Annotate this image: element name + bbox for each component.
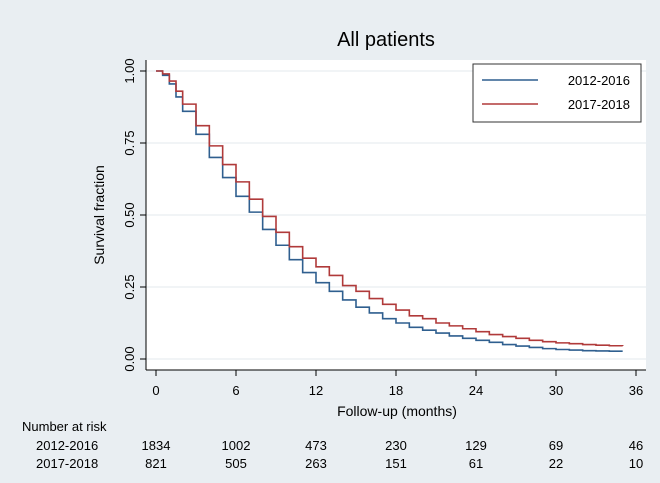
y-tick-label: 1.00 [122, 58, 137, 83]
series-line-2017-2018 [156, 70, 624, 347]
y-tick-label: 0.50 [122, 202, 137, 227]
risk-value: 22 [549, 456, 563, 471]
y-tick-label: 0.75 [122, 130, 137, 155]
risk-value: 505 [225, 456, 247, 471]
legend-box [472, 63, 642, 123]
series-line-2012-2016 [156, 70, 623, 353]
risk-values: 1834 1002 473 230 129 69 46 821 505 263 151 61 22 10 [142, 438, 644, 471]
x-tick-label: 0 [152, 383, 159, 398]
legend-label-2017-2018: 2017-2018 [568, 97, 630, 112]
risk-value: 821 [145, 456, 167, 471]
legend: 2012-2016 2017-2018 [472, 63, 642, 123]
risk-value: 46 [629, 438, 643, 453]
risk-value: 129 [465, 438, 487, 453]
x-axis-title: Follow-up (months) [337, 403, 457, 419]
grid-lines [146, 70, 646, 360]
risk-table: Number at risk 2012-2016 2017-2018 1834 1… [22, 419, 643, 471]
risk-value: 230 [385, 438, 407, 453]
legend-label-2012-2016: 2012-2016 [568, 73, 630, 88]
chart-title: All patients [337, 29, 435, 51]
y-axis-title: Survival fraction [91, 165, 107, 265]
x-tick-label: 30 [549, 383, 563, 398]
x-tick-label: 6 [232, 383, 239, 398]
risk-table-title: Number at risk [22, 419, 107, 434]
x-tick-labels: 0 6 12 18 24 30 36 [152, 370, 643, 398]
x-tick-label: 18 [389, 383, 403, 398]
x-tick-label: 12 [309, 383, 323, 398]
risk-value: 61 [469, 456, 483, 471]
risk-value: 10 [629, 456, 643, 471]
risk-row-label-2012-2016: 2012-2016 [36, 438, 98, 453]
risk-value: 69 [549, 438, 563, 453]
y-tick-labels: 0.00 0.25 0.50 0.75 1.00 [122, 58, 146, 372]
risk-row-label-2017-2018: 2017-2018 [36, 456, 98, 471]
risk-value: 151 [385, 456, 407, 471]
risk-value: 1002 [222, 438, 251, 453]
series-lines [156, 70, 624, 353]
risk-value: 1834 [142, 438, 171, 453]
x-tick-label: 24 [469, 383, 483, 398]
x-tick-label: 36 [629, 383, 643, 398]
y-tick-label: 0.25 [122, 274, 137, 299]
risk-value: 263 [305, 456, 327, 471]
risk-value: 473 [305, 438, 327, 453]
y-tick-label: 0.00 [122, 346, 137, 371]
